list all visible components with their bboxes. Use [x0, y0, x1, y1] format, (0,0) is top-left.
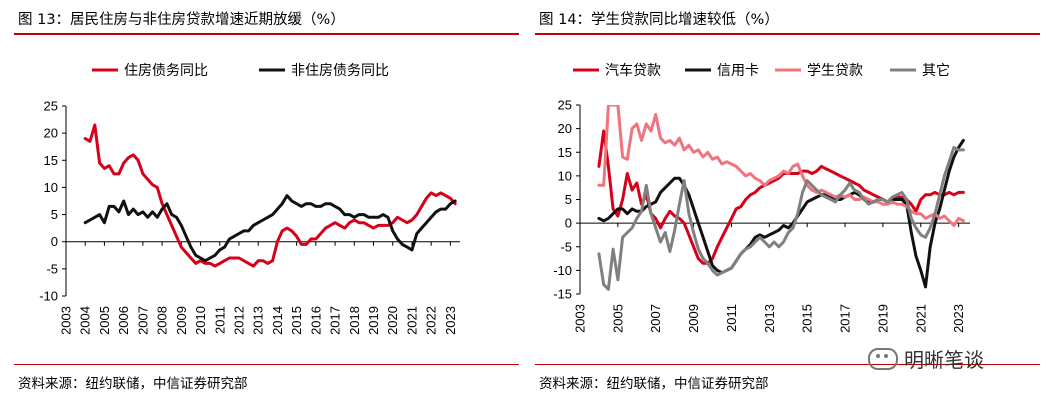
y-tick-label: 10: [558, 168, 572, 183]
y-tick-label: 5: [565, 192, 572, 207]
x-tick-label: 2004: [78, 306, 93, 335]
x-tick-label: 2016: [308, 306, 323, 335]
watermark-text: 明晰笔谈: [904, 348, 984, 372]
y-tick-label: -15: [553, 287, 572, 302]
x-tick-label: 2017: [838, 304, 853, 333]
series-line: [83, 194, 457, 263]
series-line: [597, 146, 965, 291]
y-tick-label: 15: [44, 153, 58, 168]
y-tick-label: 0: [51, 234, 58, 249]
y-tick-label: 25: [44, 99, 58, 114]
series-line: [597, 138, 965, 289]
x-tick-label: 2015: [289, 306, 304, 335]
x-tick-label: 2017: [328, 306, 343, 335]
x-tick-label: 2019: [875, 304, 890, 333]
x-tick-label: 2023: [951, 304, 966, 333]
x-tick-label: 2003: [59, 306, 74, 335]
title-divider: [14, 33, 519, 35]
series-line: [597, 129, 965, 265]
x-tick-label: 2005: [610, 304, 625, 333]
source-divider: [14, 364, 519, 365]
x-tick-label: 2010: [193, 306, 208, 335]
y-tick-label: 20: [44, 126, 58, 141]
x-tick-label: 2020: [385, 306, 400, 335]
x-tick-label: 2013: [762, 304, 777, 333]
series-line: [597, 105, 965, 227]
y-tick-label: 10: [44, 180, 58, 195]
wechat-icon: [868, 348, 898, 370]
y-tick-label: -10: [553, 263, 572, 278]
legend-label: 学生贷款: [807, 63, 863, 79]
source-note: 资料来源：纽约联储，中信证券研究部: [18, 376, 248, 392]
x-tick-label: 2014: [270, 306, 285, 335]
x-tick-label: 2008: [155, 306, 170, 335]
figure-title: 图 13：居民住房与非住房贷款增速近期放缓（%）: [18, 12, 345, 28]
chart-panel-loans: 图 14：学生贷款同比增速较低（%） 汽车贷款 信用卡 学生贷款 其它 25 20 15 10…: [535, 0, 1040, 404]
watermark: 明晰笔谈: [868, 344, 984, 373]
x-tick-label: 2009: [174, 306, 189, 335]
x-tick-label: 2015: [800, 304, 815, 333]
x-tick-label: 2009: [686, 304, 701, 333]
x-tick-label: 2019: [366, 306, 381, 335]
legend-label: 汽车贷款: [605, 62, 661, 79]
y-tick-label: 0: [565, 216, 572, 231]
x-tick-label: 2022: [424, 306, 439, 335]
x-tick-label: 2011: [212, 306, 227, 334]
source-note: 资料来源：纽约联储，中信证券研究部: [539, 376, 769, 392]
y-tick-label: -5: [46, 261, 58, 276]
x-tick-label: 2013: [251, 306, 266, 335]
x-tick-label: 2011: [724, 304, 739, 332]
figure-title: 图 14：学生贷款同比增速较低（%）: [539, 12, 779, 28]
x-tick-label: 2007: [135, 306, 150, 335]
x-tick-label: 2023: [443, 306, 458, 335]
y-tick-label: -10: [39, 289, 58, 304]
legend-label: 住房债务同比: [124, 63, 208, 79]
chart-panel-housing: 图 13：居民住房与非住房贷款增速近期放缓（%） 住房债务同比 非住房债务同比 25…: [14, 0, 519, 404]
y-tick-label: 20: [558, 121, 572, 136]
x-tick-label: 2021: [404, 306, 419, 335]
y-tick-label: -5: [560, 239, 572, 254]
x-tick-label: 2003: [573, 304, 588, 333]
legend-label: 信用卡: [717, 63, 759, 79]
x-tick-label: 2021: [913, 304, 928, 333]
x-tick-label: 2007: [648, 304, 663, 333]
y-tick-label: 25: [558, 98, 572, 113]
legend-label: 非住房债务同比: [291, 63, 389, 79]
x-tick-label: 2005: [97, 306, 112, 335]
y-tick-label: 5: [51, 207, 58, 222]
legend-label: 其它: [922, 62, 950, 79]
series-line: [83, 123, 457, 268]
source-divider: [535, 364, 1040, 365]
x-tick-label: 2006: [116, 306, 131, 335]
x-tick-label: 2018: [347, 306, 362, 335]
title-divider: [535, 33, 1040, 35]
y-tick-label: 15: [558, 145, 572, 160]
x-tick-label: 2012: [231, 306, 246, 335]
